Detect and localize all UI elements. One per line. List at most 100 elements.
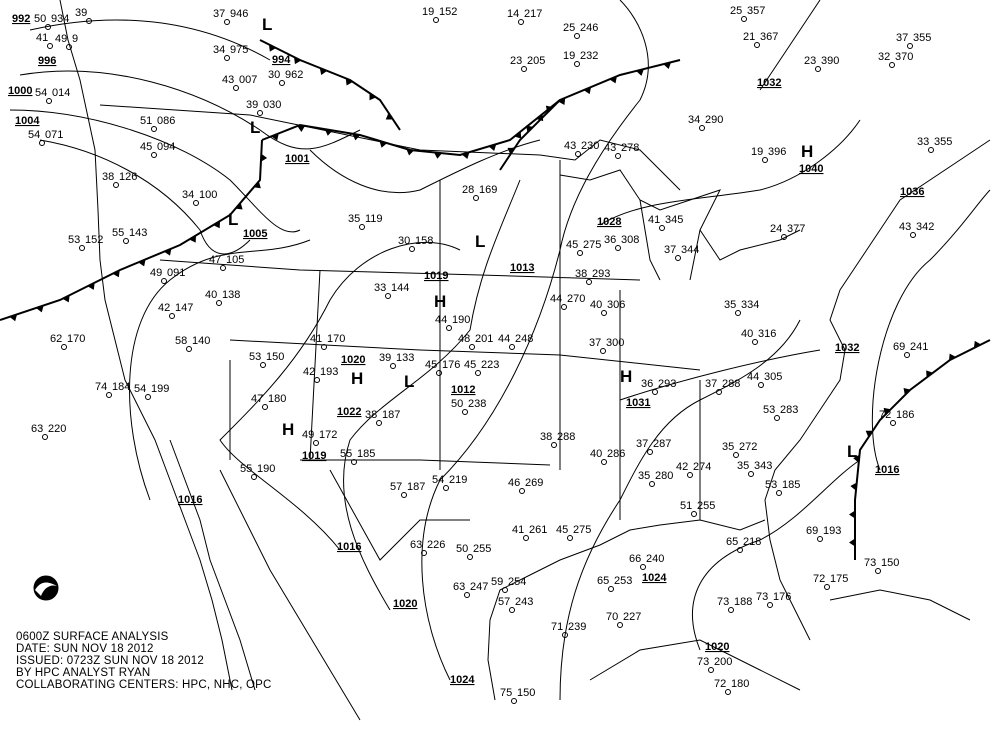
station-circle: [907, 43, 913, 49]
isobars: [9, 0, 991, 701]
station-temperature: 35: [722, 441, 734, 453]
front-triangle: [62, 295, 70, 303]
station-circle: [46, 98, 52, 104]
front-triangle: [663, 62, 672, 70]
station-circle: [314, 377, 320, 383]
station-temperature: 42: [303, 366, 315, 378]
station-circle: [890, 420, 896, 426]
station-pressure: 238: [468, 398, 486, 410]
station-circle: [640, 564, 646, 570]
station-circle: [815, 66, 821, 72]
station-plot: 53 152: [68, 234, 103, 251]
station-circle: [106, 392, 112, 398]
station-pressure: 152: [439, 6, 457, 18]
station-pressure: 105: [226, 254, 244, 266]
station-temperature: 19: [422, 6, 434, 18]
station-temperature: 45: [140, 141, 152, 153]
station-circle: [824, 584, 830, 590]
station-pressure: 086: [157, 115, 175, 127]
station-temperature: 50: [456, 543, 468, 555]
station-plot: 54 014: [35, 87, 70, 104]
station-pressure: 172: [319, 429, 337, 441]
station-pressure: 390: [821, 55, 839, 67]
station-pressure: 218: [743, 536, 761, 548]
station-pressure: 176: [442, 359, 460, 371]
station-temperature: 62: [50, 333, 62, 345]
station-circle: [904, 352, 910, 358]
station-circle: [567, 535, 573, 541]
station-temperature: 55: [240, 463, 252, 475]
station-circle: [737, 547, 743, 553]
station-pressure: 355: [913, 32, 931, 44]
station-temperature: 75: [500, 687, 512, 699]
front-triangle: [609, 76, 617, 84]
isobar-label: 1032: [757, 77, 781, 89]
station-circle: [464, 592, 470, 598]
station-pressure: 275: [583, 239, 601, 251]
caption-date: DATE: SUN NOV 18 2012: [16, 643, 154, 655]
station-temperature: 63: [31, 423, 43, 435]
front-triangle: [164, 248, 172, 256]
east-coastline: [764, 139, 991, 641]
mexico-west-coast: [219, 469, 361, 721]
station-pressure: 345: [665, 214, 683, 226]
station-pressure: 357: [747, 5, 765, 17]
station-plot: 53 283: [763, 404, 798, 421]
station-pressure: 219: [449, 474, 467, 486]
station-temperature: 41: [310, 333, 322, 345]
station-temperature: 45: [566, 239, 578, 251]
station-circle: [502, 587, 508, 593]
station-plot: 49 9: [55, 33, 78, 50]
isobar-label: 1000: [8, 85, 32, 97]
station-pressure: 239: [568, 621, 586, 633]
station-temperature: 54: [432, 474, 444, 486]
station-plot: 38 288: [540, 431, 575, 448]
station-temperature: 44: [550, 293, 562, 305]
front-triangle: [865, 430, 873, 438]
station-plot: 19 232: [563, 50, 598, 67]
station-temperature: 38: [365, 409, 377, 421]
atlantic-front: [854, 339, 991, 560]
station-pressure: 377: [787, 223, 805, 235]
station-plot: 45 275: [556, 524, 591, 541]
station-pressure: 217: [524, 8, 542, 20]
isobar-label: 1012: [451, 384, 475, 396]
front-triangle: [461, 152, 470, 160]
station-plot: 63 226: [410, 539, 445, 556]
station-temperature: 63: [453, 581, 465, 593]
station-pressure: 007: [239, 74, 257, 86]
station-plot: 50 934: [34, 13, 69, 30]
station-circle: [61, 344, 67, 350]
station-temperature: 49: [55, 33, 67, 45]
station-pressure: 201: [475, 333, 493, 345]
station-circle: [716, 389, 722, 395]
station-circle: [521, 66, 527, 72]
station-temperature: 47: [251, 393, 263, 405]
station-pressure: 220: [48, 423, 66, 435]
station-pressure: 133: [396, 352, 414, 364]
isobar-label: 1024: [642, 572, 667, 584]
isobar-label: 1020: [393, 598, 417, 610]
station-circle: [39, 140, 45, 146]
station-plot: 45 275: [566, 239, 601, 256]
cold-front-south: [499, 99, 561, 171]
station-plot: 51 255: [680, 500, 715, 517]
station-pressure: 150: [881, 557, 899, 569]
isobar-label: 1024: [450, 674, 475, 686]
station-temperature: 45: [464, 359, 476, 371]
station-circle: [615, 153, 621, 159]
station-circle: [687, 472, 693, 478]
station-plot: 32 370: [878, 51, 913, 68]
station-circle: [446, 325, 452, 331]
station-temperature: 30: [268, 69, 280, 81]
station-pressure: 230: [581, 140, 599, 152]
station-temperature: 25: [563, 22, 575, 34]
station-plot: 24 377: [770, 223, 805, 240]
cold-front-west: [0, 139, 263, 321]
station-plot: 40 316: [741, 328, 776, 345]
front-triangle: [526, 125, 534, 133]
station-plot: 45 094: [140, 141, 175, 158]
station-pressure: 287: [653, 438, 671, 450]
station-pressure: 278: [621, 142, 639, 154]
station-circle: [186, 346, 192, 352]
